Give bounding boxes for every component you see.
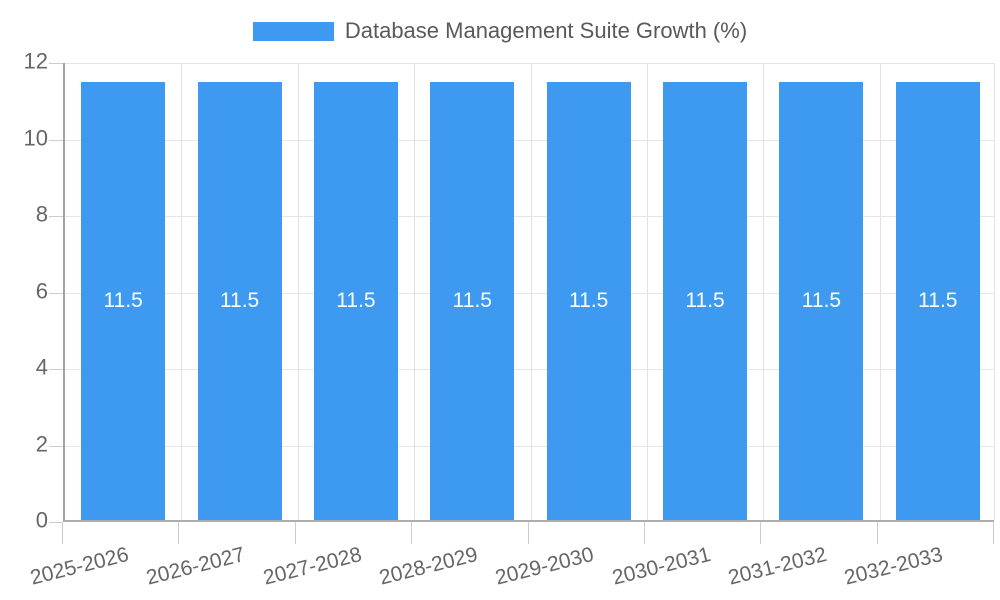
bar-value-label: 11.5 <box>336 289 376 313</box>
y-tick-label: 8 <box>35 201 48 227</box>
x-tick-label-2030-2031: 2030-2031 <box>609 543 713 590</box>
x-tick-mark <box>643 522 645 544</box>
x-tick-mark <box>411 522 413 544</box>
y-tick-label: 12 <box>23 48 48 74</box>
y-tick-mark <box>49 522 63 523</box>
v-gridline <box>181 63 183 520</box>
v-gridline <box>763 63 765 520</box>
x-tick-label-2027-2028: 2027-2028 <box>260 543 364 590</box>
legend-swatch-icon <box>252 21 334 41</box>
y-tick-mark <box>49 292 63 294</box>
bar-2030-2031: 11.5 <box>663 82 748 520</box>
x-tick-mark <box>760 522 762 544</box>
v-gridline <box>879 63 881 520</box>
x-tick-label-2029-2030: 2029-2030 <box>493 543 597 590</box>
x-tick-mark <box>294 522 296 544</box>
y-tick-label: 2 <box>35 431 48 457</box>
y-tick-mark <box>49 216 63 217</box>
v-gridline <box>530 63 532 520</box>
bar-value-label: 11.5 <box>452 289 492 313</box>
x-tick-label-2031-2032: 2031-2032 <box>725 543 830 590</box>
y-tick-label: 4 <box>35 354 48 380</box>
bar-2029-2030: 11.5 <box>546 82 631 520</box>
x-tick-mark <box>62 522 63 544</box>
x-tick-label-2028-2029: 2028-2029 <box>376 543 480 590</box>
chart-legend: Database Management Suite Growth (%) <box>0 14 1000 48</box>
v-gridline <box>646 63 648 520</box>
y-tick-mark <box>49 445 63 447</box>
bar-value-label: 11.5 <box>685 289 725 313</box>
h-gridline <box>65 292 994 294</box>
bar-value-label: 11.5 <box>918 289 958 313</box>
y-tick-mark <box>49 139 63 141</box>
legend-item[interactable]: Database Management Suite Growth (%) <box>252 14 748 48</box>
bar-2032-2033: 11.5 <box>895 82 980 520</box>
bar-value-label: 11.5 <box>569 289 609 313</box>
x-tick-mark <box>876 522 878 544</box>
h-gridline <box>65 63 994 64</box>
x-tick-label-2026-2027: 2026-2027 <box>144 543 248 590</box>
y-tick-label: 6 <box>35 278 48 304</box>
v-gridline <box>994 63 995 520</box>
bar-2027-2028: 11.5 <box>313 82 398 520</box>
bar-2025-2026: 11.5 <box>81 82 166 520</box>
x-tick-mark <box>993 522 994 544</box>
v-gridline <box>297 63 299 520</box>
y-tick-label: 0 <box>35 507 48 533</box>
h-gridline <box>65 445 994 447</box>
bar-value-label: 11.5 <box>103 289 143 313</box>
bar-2026-2027: 11.5 <box>197 82 282 520</box>
bar-value-label: 11.5 <box>801 289 842 313</box>
plot-area: 11.5 11.5 11.5 11.5 11.5 11.5 11.5 11.5 <box>63 63 995 522</box>
y-tick-label: 10 <box>23 125 48 151</box>
x-tick-mark <box>178 522 180 544</box>
x-tick-label-2025-2026: 2025-2026 <box>27 543 131 590</box>
y-tick-mark <box>49 369 63 370</box>
h-gridline <box>65 216 994 217</box>
h-gridline <box>65 369 994 370</box>
bar-value-label: 11.5 <box>219 289 260 313</box>
bar-2031-2032: 11.5 <box>779 82 864 520</box>
x-tick-label-2032-2033: 2032-2033 <box>842 543 946 590</box>
x-tick-mark <box>527 522 529 544</box>
legend-label: Database Management Suite Growth (%) <box>344 18 748 43</box>
v-gridline <box>414 63 416 520</box>
y-tick-mark <box>49 63 63 64</box>
h-gridline <box>65 139 994 141</box>
bar-2028-2029: 11.5 <box>430 82 515 520</box>
